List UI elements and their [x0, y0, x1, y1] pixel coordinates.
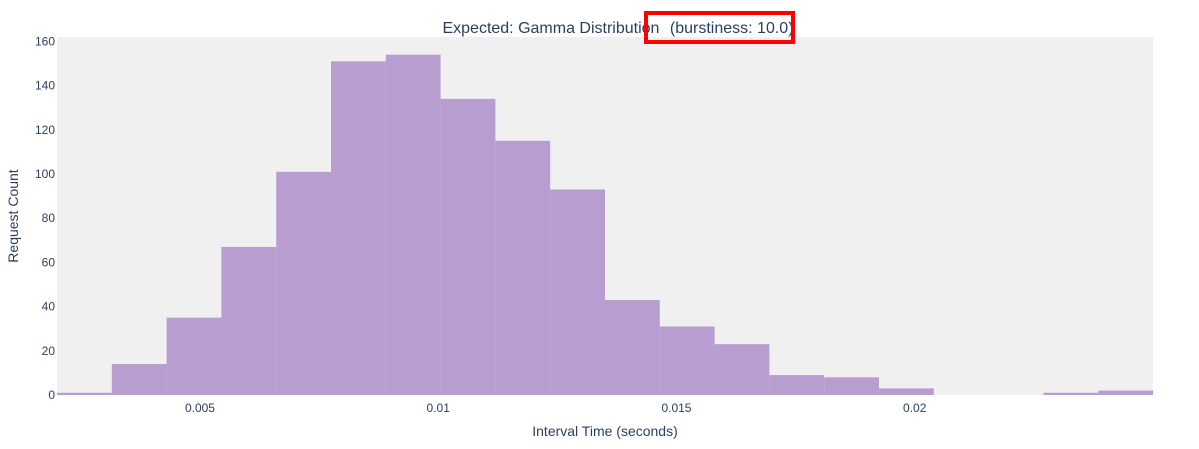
y-tick-label: 20	[42, 344, 56, 358]
y-ticks-group: 0 20 40 60 80 100 120 140 160	[35, 34, 55, 402]
histogram-bar	[769, 375, 825, 395]
histogram-bar	[605, 299, 660, 395]
y-tick-label: 120	[35, 123, 55, 137]
x-tick-label: 0.005	[185, 401, 215, 415]
x-tick-label: 0.01	[427, 401, 451, 415]
histogram-bar	[221, 246, 277, 395]
chart-title-main: Expected: Gamma Distribution	[442, 20, 659, 37]
histogram-bar	[714, 344, 770, 395]
histogram-bar	[495, 140, 551, 395]
histogram-bar	[1098, 390, 1153, 395]
histogram-bar	[440, 98, 496, 396]
y-tick-label: 80	[42, 211, 56, 225]
y-tick-label: 40	[42, 300, 56, 314]
y-tick-label: 140	[35, 79, 55, 93]
histogram-bar	[824, 377, 879, 395]
y-tick-label: 100	[35, 167, 55, 181]
y-axis-title: Request Count	[5, 169, 21, 263]
histogram-bar	[276, 171, 331, 395]
x-tick-label: 0.02	[903, 401, 927, 415]
histogram-bar	[166, 317, 222, 395]
histogram-bar	[879, 388, 934, 395]
histogram-bar	[659, 326, 715, 395]
histogram-bar	[385, 54, 441, 395]
histogram-bar	[331, 61, 386, 395]
bars-group	[57, 54, 1153, 396]
y-tick-label: 160	[35, 34, 55, 48]
histogram-bar	[57, 392, 112, 395]
x-axis-title: Interval Time (seconds)	[532, 423, 678, 439]
x-tick-label: 0.015	[661, 401, 691, 415]
chart-title-highlight: (burstiness: 10.0)	[670, 20, 794, 37]
histogram-bar	[1043, 392, 1099, 395]
chart-title: Expected: Gamma Distribution (burstiness…	[442, 20, 793, 37]
title-highlight-box	[644, 11, 795, 44]
y-tick-label: 0	[48, 388, 55, 402]
x-ticks-group: 0.005 0.01 0.015 0.02	[185, 401, 927, 415]
histogram-bar	[550, 189, 605, 395]
histogram-bar	[111, 364, 167, 395]
y-tick-label: 60	[42, 255, 56, 269]
